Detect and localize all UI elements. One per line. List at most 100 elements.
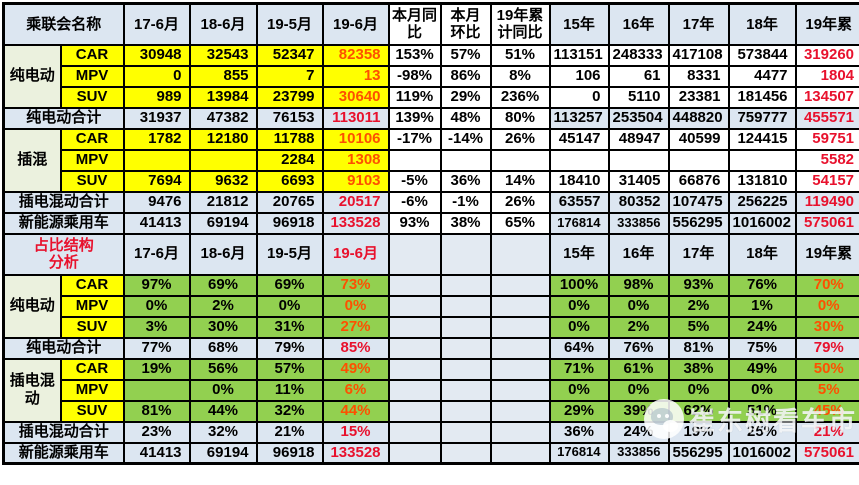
data-cell bbox=[491, 150, 550, 171]
data-cell bbox=[389, 443, 441, 464]
data-cell bbox=[729, 150, 796, 171]
data-cell: 81% bbox=[124, 401, 190, 422]
data-cell: 9476 bbox=[124, 192, 190, 213]
data-cell: 26% bbox=[491, 192, 550, 213]
data-cell: 51% bbox=[491, 45, 550, 66]
row-label: CAR bbox=[61, 45, 124, 66]
column-header: 17-6月 bbox=[124, 4, 190, 45]
group-label: 纯电动 bbox=[4, 275, 61, 338]
group-label: 纯电动 bbox=[4, 45, 61, 108]
data-cell: 556295 bbox=[669, 213, 729, 234]
data-cell bbox=[441, 317, 491, 338]
data-cell bbox=[491, 380, 550, 401]
data-cell bbox=[441, 338, 491, 359]
data-cell: 96918 bbox=[257, 443, 323, 464]
data-cell: 31937 bbox=[124, 108, 190, 129]
data-cell: 41413 bbox=[124, 443, 190, 464]
data-cell: 49% bbox=[323, 359, 389, 380]
data-cell: 9632 bbox=[190, 171, 257, 192]
group-label: 插电混动 bbox=[4, 359, 61, 422]
column-header: 18-6月 bbox=[190, 4, 257, 45]
data-cell: 7694 bbox=[124, 171, 190, 192]
data-cell: 32543 bbox=[190, 45, 257, 66]
data-cell: 10106 bbox=[323, 129, 389, 150]
data-cell: 176814 bbox=[550, 213, 609, 234]
data-cell: -98% bbox=[389, 66, 441, 87]
data-cell: 0% bbox=[190, 380, 257, 401]
data-cell: 80% bbox=[491, 108, 550, 129]
data-cell: 65% bbox=[491, 213, 550, 234]
data-cell: 44% bbox=[323, 401, 389, 422]
data-cell: 319260 bbox=[796, 45, 859, 66]
data-cell bbox=[190, 150, 257, 171]
data-cell: 113257 bbox=[550, 108, 609, 129]
data-cell: 3% bbox=[124, 317, 190, 338]
data-cell: -1% bbox=[441, 192, 491, 213]
data-cell: 256225 bbox=[729, 192, 796, 213]
row-label: MPV bbox=[61, 296, 124, 317]
data-cell: 23799 bbox=[257, 87, 323, 108]
data-cell: 21% bbox=[257, 422, 323, 443]
column-header: 本月环比 bbox=[441, 4, 491, 45]
data-cell: 61 bbox=[609, 66, 669, 87]
data-cell bbox=[389, 338, 441, 359]
row-label: MPV bbox=[61, 150, 124, 171]
row-label: 纯电动合计 bbox=[4, 108, 124, 129]
data-cell: -17% bbox=[389, 129, 441, 150]
data-cell: 93% bbox=[669, 275, 729, 296]
data-cell: 7 bbox=[257, 66, 323, 87]
data-cell: 8% bbox=[491, 66, 550, 87]
data-cell: -14% bbox=[441, 129, 491, 150]
data-cell: 82358 bbox=[323, 45, 389, 66]
data-cell: 26% bbox=[491, 129, 550, 150]
column-header: 17-6月 bbox=[124, 234, 190, 275]
data-cell: 133528 bbox=[323, 443, 389, 464]
data-cell: 1782 bbox=[124, 129, 190, 150]
data-cell: 455571 bbox=[796, 108, 859, 129]
data-cell bbox=[441, 443, 491, 464]
data-cell: 70% bbox=[796, 275, 859, 296]
data-cell bbox=[491, 275, 550, 296]
data-cell: 575061 bbox=[796, 443, 859, 464]
data-cell: 253504 bbox=[609, 108, 669, 129]
row-label: SUV bbox=[61, 317, 124, 338]
data-cell: 31405 bbox=[609, 171, 669, 192]
data-cell: 39% bbox=[609, 401, 669, 422]
data-cell: 85% bbox=[323, 338, 389, 359]
row-label: MPV bbox=[61, 66, 124, 87]
data-cell: 48% bbox=[441, 108, 491, 129]
data-cell bbox=[491, 296, 550, 317]
data-cell: 5% bbox=[796, 380, 859, 401]
data-cell: 69194 bbox=[190, 443, 257, 464]
data-cell: 38% bbox=[441, 213, 491, 234]
row-label: 纯电动合计 bbox=[4, 338, 124, 359]
data-cell bbox=[389, 422, 441, 443]
data-cell: 6% bbox=[323, 380, 389, 401]
data-cell: 11788 bbox=[257, 129, 323, 150]
data-cell: 29% bbox=[550, 401, 609, 422]
data-cell: 13984 bbox=[190, 87, 257, 108]
data-cell bbox=[441, 296, 491, 317]
data-cell: 24% bbox=[609, 422, 669, 443]
data-cell: 63557 bbox=[550, 192, 609, 213]
column-header: 16年 bbox=[609, 234, 669, 275]
data-cell bbox=[669, 150, 729, 171]
data-cell: 0% bbox=[609, 380, 669, 401]
data-cell: 989 bbox=[124, 87, 190, 108]
group-label: 插混 bbox=[4, 129, 61, 192]
data-cell: 30% bbox=[796, 317, 859, 338]
data-cell bbox=[441, 275, 491, 296]
